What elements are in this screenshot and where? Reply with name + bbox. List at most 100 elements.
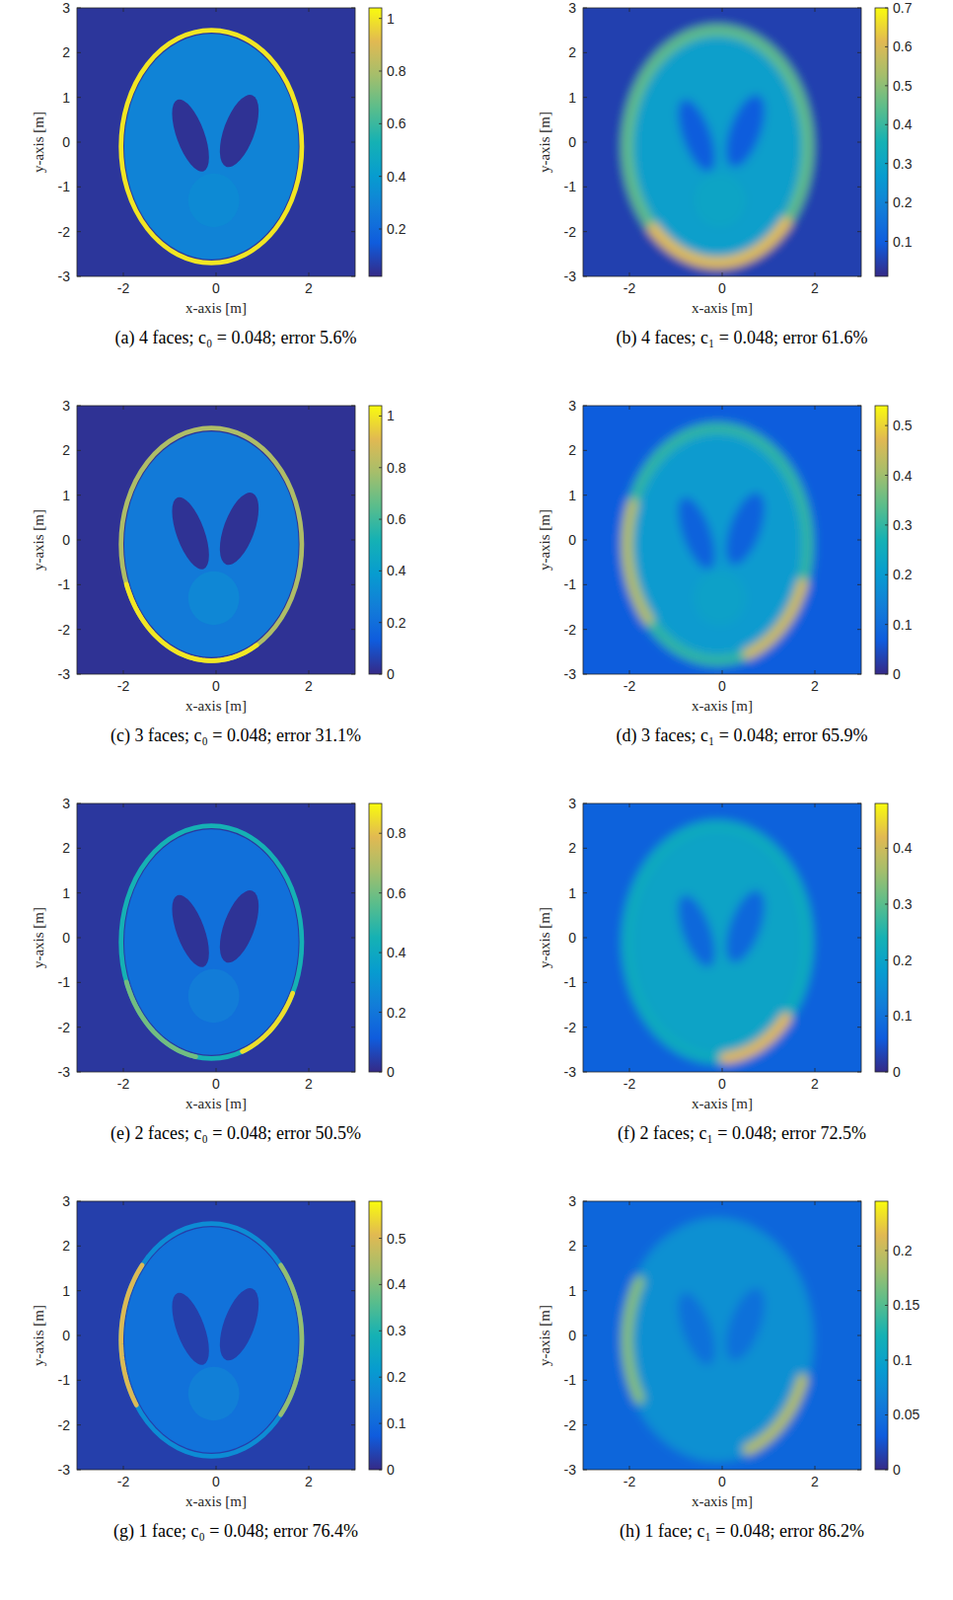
region [212, 1282, 268, 1365]
colorbar-tick [884, 523, 888, 525]
y-tick [76, 673, 81, 675]
rim [627, 1223, 808, 1457]
colorbar-tick-label: 0.3 [386, 1321, 407, 1338]
x-tick [308, 1465, 310, 1469]
y-tick [76, 1200, 81, 1202]
y-tick [583, 1379, 587, 1381]
y-tick [76, 539, 81, 541]
x-tick-label: 0 [212, 1075, 220, 1092]
y-tick-label: 2 [62, 839, 71, 856]
background-cell [76, 1200, 356, 1469]
y-tick-label: -1 [58, 576, 72, 592]
x-tick-label: -2 [117, 1472, 131, 1489]
x-tick [308, 405, 310, 410]
x-tick-label: -2 [117, 677, 131, 694]
y-tick [76, 584, 81, 586]
y-tick [351, 803, 356, 805]
rim [121, 825, 302, 1059]
colorbar [875, 1200, 888, 1469]
x-axis-title: x-axis [m] [691, 299, 753, 316]
x-tick [308, 803, 310, 807]
colorbar-tick-label: 0 [386, 665, 395, 682]
y-tick [857, 276, 862, 278]
y-tick-label: -2 [564, 1416, 578, 1433]
caption: (h) 1 face; c₁ = 0.048; error 86.2% [619, 1520, 865, 1541]
y-tick-label: -3 [58, 268, 72, 285]
y-tick [857, 230, 862, 232]
x-axis-title: x-axis [m] [691, 1095, 753, 1111]
colorbar-tick-label: 0.2 [892, 952, 913, 968]
panel: -202-3-2-10123x-axis [m]y-axis [m]00.20.… [0, 795, 477, 1193]
y-tick-label: 1 [62, 487, 71, 504]
colorbar-tick [378, 832, 382, 834]
y-tick-label: 2 [62, 441, 71, 458]
y-tick [583, 276, 587, 278]
x-tick [123, 272, 125, 277]
region [124, 1226, 299, 1452]
y-tick-label: -2 [58, 621, 72, 638]
colorbar-tick-label: 1 [386, 10, 395, 27]
x-tick [308, 272, 310, 277]
y-tick [857, 1245, 862, 1247]
colorbar-tick-label: 0.1 [892, 1007, 913, 1024]
colorbar-tick [884, 162, 888, 164]
y-tick-label: -2 [58, 1019, 72, 1035]
y-tick [76, 96, 81, 98]
y-tick-label: 2 [568, 1237, 577, 1253]
colorbar-tick [884, 1468, 888, 1470]
colorbar-tick [884, 1248, 888, 1250]
colorbar-tick-label: 0.4 [386, 562, 407, 579]
x-tick-label: 2 [810, 677, 819, 694]
y-axis-title: y-axis [m] [30, 1304, 47, 1366]
colorbar-tick [378, 466, 382, 468]
y-tick [583, 96, 587, 98]
colorbar-tick-label: 0.15 [892, 1296, 920, 1313]
x-tick [308, 1067, 310, 1072]
colorbar-tick-label: 0.2 [386, 220, 407, 237]
y-tick [76, 981, 81, 983]
y-tick [351, 1334, 356, 1336]
y-tick-label: 0 [62, 134, 71, 150]
y-tick-label: -3 [564, 1461, 578, 1477]
x-axis-title: x-axis [m] [185, 1095, 247, 1111]
colorbar-tick [378, 415, 382, 417]
colorbar-tick-label: 0.6 [386, 884, 407, 901]
x-tick-label: -2 [623, 1472, 637, 1489]
colorbar [368, 7, 382, 277]
plot-area [76, 803, 356, 1072]
colorbar-tick [378, 1283, 382, 1285]
y-tick-label: 2 [568, 839, 577, 856]
y-tick [583, 847, 587, 849]
colorbar-tick-label: 0.4 [892, 116, 913, 133]
colorbar-tick [884, 903, 888, 905]
panel: -202-3-2-10123x-axis [m]y-axis [m]00.050… [476, 1192, 953, 1591]
background-cell [76, 405, 356, 674]
x-tick [308, 669, 310, 674]
colorbar-tick-label: 0.6 [892, 38, 913, 55]
rim-arc [748, 1379, 804, 1449]
y-tick-label: 2 [568, 441, 577, 458]
x-tick [814, 803, 816, 807]
y-tick [857, 847, 862, 849]
y-tick-label: -2 [564, 621, 578, 638]
colorbar-tick [884, 425, 888, 427]
colorbar-tick [884, 958, 888, 960]
x-tick [629, 1200, 631, 1205]
y-axis-title: y-axis [m] [536, 111, 553, 173]
y-tick [857, 937, 862, 939]
caption: (b) 4 faces; c₁ = 0.048; error 61.6% [616, 327, 869, 349]
region [212, 89, 268, 172]
y-tick [857, 1071, 862, 1073]
y-tick [857, 186, 862, 188]
x-tick [216, 7, 218, 12]
region [212, 487, 268, 570]
colorbar-tick [884, 623, 888, 625]
y-tick-label: -3 [564, 268, 578, 285]
caption: (f) 2 faces; c₁ = 0.048; error 72.5% [617, 1122, 867, 1144]
colorbar-tick [884, 1304, 888, 1306]
rim-arc [281, 1264, 302, 1415]
x-tick-label: 0 [212, 280, 220, 296]
y-tick-label: 0 [568, 531, 577, 548]
colorbar-tick [884, 1071, 888, 1073]
y-axis-title: y-axis [m] [30, 111, 47, 173]
